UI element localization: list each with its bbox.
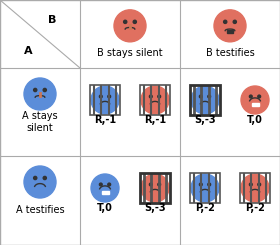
- Text: A: A: [24, 46, 32, 56]
- Circle shape: [141, 86, 169, 114]
- Circle shape: [99, 95, 102, 98]
- Circle shape: [99, 183, 102, 186]
- Text: B stays silent: B stays silent: [97, 48, 163, 58]
- Circle shape: [258, 95, 261, 98]
- Circle shape: [199, 183, 202, 186]
- Text: S,-3: S,-3: [194, 115, 216, 125]
- Circle shape: [150, 183, 152, 186]
- Text: P,-2: P,-2: [195, 203, 215, 213]
- Text: R,-1: R,-1: [94, 115, 116, 125]
- Circle shape: [34, 176, 37, 180]
- Text: B: B: [48, 15, 56, 25]
- Circle shape: [91, 174, 119, 202]
- Circle shape: [249, 95, 252, 98]
- Circle shape: [258, 183, 261, 186]
- Circle shape: [214, 10, 246, 42]
- Bar: [190, 173, 220, 203]
- Text: S,-3: S,-3: [144, 203, 166, 213]
- Bar: [140, 173, 170, 203]
- Circle shape: [199, 95, 202, 98]
- Text: A stays
silent: A stays silent: [22, 111, 58, 133]
- Circle shape: [224, 20, 227, 24]
- Circle shape: [191, 86, 219, 114]
- Bar: [240, 173, 270, 203]
- Circle shape: [150, 95, 152, 98]
- Circle shape: [114, 10, 146, 42]
- Circle shape: [158, 183, 161, 186]
- Text: R,-1: R,-1: [144, 115, 166, 125]
- Circle shape: [123, 20, 127, 24]
- Circle shape: [108, 183, 111, 186]
- Circle shape: [249, 183, 252, 186]
- Text: A testifies: A testifies: [16, 205, 64, 215]
- Circle shape: [208, 183, 211, 186]
- Bar: [227, 30, 233, 33]
- Circle shape: [141, 174, 169, 202]
- Circle shape: [24, 78, 56, 110]
- Bar: [190, 85, 220, 115]
- Bar: [140, 85, 170, 115]
- Circle shape: [108, 95, 111, 98]
- Text: P,-2: P,-2: [245, 203, 265, 213]
- Text: T,0: T,0: [247, 115, 263, 125]
- Text: B testifies: B testifies: [206, 48, 254, 58]
- Circle shape: [158, 95, 161, 98]
- Circle shape: [24, 166, 56, 198]
- Circle shape: [233, 20, 236, 24]
- Circle shape: [43, 176, 46, 180]
- Circle shape: [91, 86, 119, 114]
- Circle shape: [191, 174, 219, 202]
- Bar: [90, 85, 120, 115]
- Bar: [251, 103, 258, 106]
- Circle shape: [241, 174, 269, 202]
- Circle shape: [43, 88, 46, 92]
- Bar: [101, 192, 109, 194]
- Circle shape: [241, 86, 269, 114]
- Circle shape: [133, 20, 136, 24]
- Text: T,0: T,0: [97, 203, 113, 213]
- Circle shape: [208, 95, 211, 98]
- Circle shape: [34, 88, 37, 92]
